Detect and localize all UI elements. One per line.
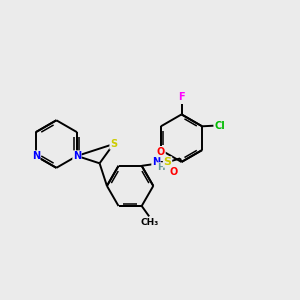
Text: H: H: [157, 163, 164, 172]
Text: N: N: [32, 151, 40, 161]
Text: S: S: [164, 157, 172, 167]
Text: O: O: [157, 147, 165, 157]
Text: Cl: Cl: [214, 121, 225, 131]
Text: CH₃: CH₃: [140, 218, 159, 227]
Text: S: S: [110, 139, 117, 149]
Text: N: N: [152, 157, 160, 167]
Text: O: O: [170, 167, 178, 177]
Text: N: N: [73, 151, 81, 161]
Text: F: F: [178, 92, 184, 103]
